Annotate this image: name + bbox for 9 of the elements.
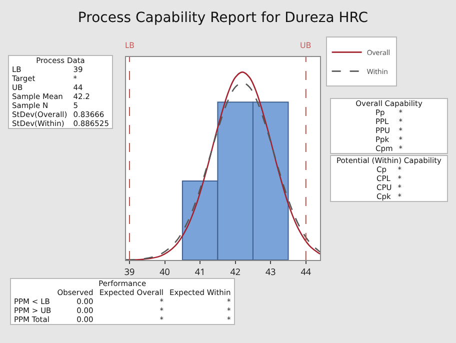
x-tick-label: 41 <box>194 264 206 278</box>
chart-title: Process Capability Report for Dureza HRC <box>78 10 368 26</box>
x-tick-label: 42 <box>230 264 240 278</box>
x-tick-label: 44 <box>300 264 312 278</box>
ref-line-label: UB <box>300 40 311 51</box>
x-tick-label: 43 <box>265 264 276 278</box>
ref-line-label: LB <box>125 40 134 51</box>
x-tick-label: 39 <box>124 264 135 278</box>
x-tick-label: 40 <box>160 264 170 278</box>
